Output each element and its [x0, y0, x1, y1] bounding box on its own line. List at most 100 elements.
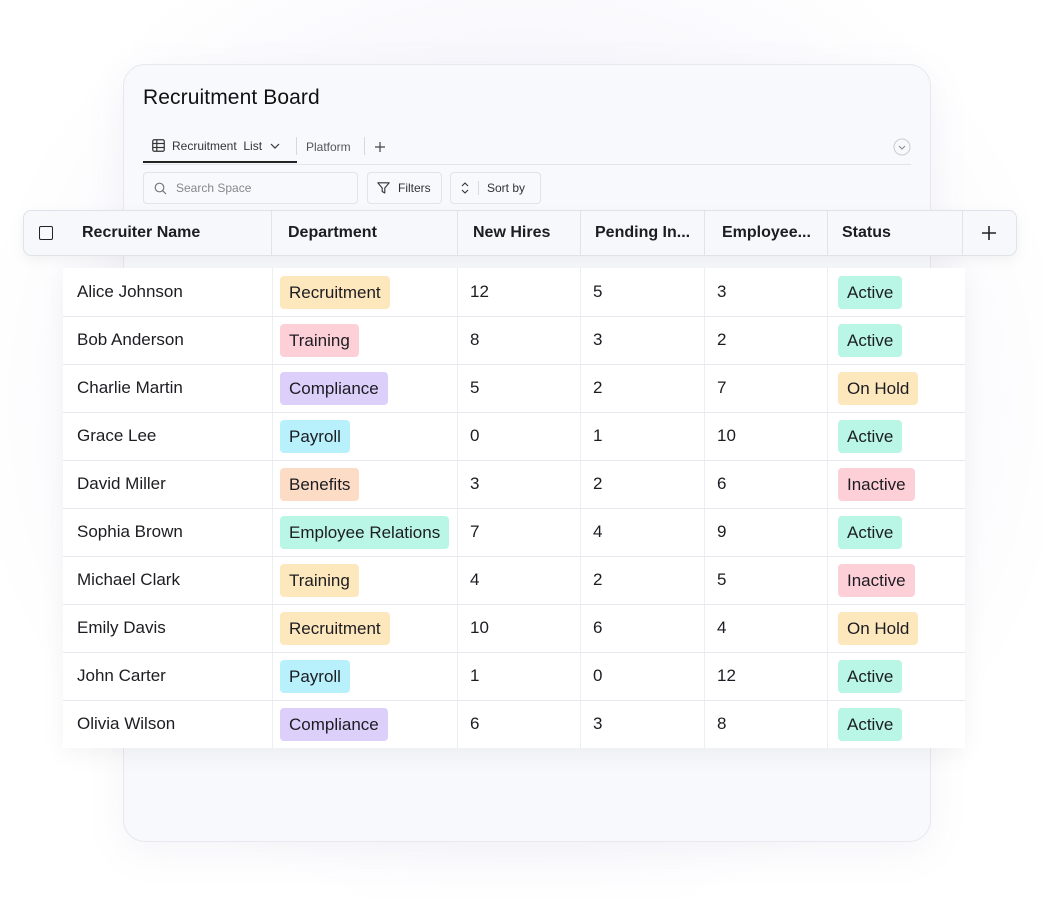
cell-new-hires[interactable]: 8: [470, 316, 479, 364]
add-tab-button[interactable]: [374, 130, 386, 163]
cell-employees[interactable]: 7: [717, 364, 726, 412]
cell-status[interactable]: Active: [838, 700, 903, 748]
sort-button[interactable]: Sort by: [450, 172, 541, 204]
cell-employees[interactable]: 8: [717, 700, 726, 748]
cell-department[interactable]: Recruitment: [280, 268, 390, 316]
collapse-button[interactable]: [893, 130, 911, 163]
cell-text: Alice Johnson: [77, 282, 183, 301]
cell-employees[interactable]: 6: [717, 460, 726, 508]
cell-employees[interactable]: 3: [717, 268, 726, 316]
cell-recruiter-name[interactable]: Sophia Brown: [77, 508, 183, 556]
add-column-button[interactable]: [981, 211, 997, 255]
tab-platform[interactable]: Platform: [306, 130, 351, 163]
cell-pending[interactable]: 4: [593, 508, 602, 556]
table-row[interactable]: Grace Lee Payroll 0 1 10 Active: [63, 412, 965, 461]
cell-employees[interactable]: 5: [717, 556, 726, 604]
cell-employees[interactable]: 10: [717, 412, 736, 460]
tab-recruitment-list[interactable]: Recruitment List: [143, 130, 297, 163]
cell-department[interactable]: Recruitment: [280, 604, 390, 652]
cell-status[interactable]: Active: [838, 652, 903, 700]
cell-department[interactable]: Employee Relations: [280, 508, 450, 556]
cell-recruiter-name[interactable]: John Carter: [77, 652, 166, 700]
cell-recruiter-name[interactable]: Charlie Martin: [77, 364, 183, 412]
select-all-checkbox[interactable]: [39, 211, 53, 255]
cell-status[interactable]: Active: [838, 508, 903, 556]
cell-pending[interactable]: 2: [593, 364, 602, 412]
cell-pending[interactable]: 5: [593, 268, 602, 316]
cell-status[interactable]: Active: [838, 412, 903, 460]
cell-text: 2: [593, 378, 603, 397]
cell-text: Emily Davis: [77, 618, 166, 637]
table-row[interactable]: David Miller Benefits 3 2 6 Inactive: [63, 460, 965, 509]
table-row[interactable]: Bob Anderson Training 8 3 2 Active: [63, 316, 965, 365]
cell-status[interactable]: Active: [838, 268, 903, 316]
cell-status[interactable]: Inactive: [838, 460, 915, 508]
cell-new-hires[interactable]: 5: [470, 364, 479, 412]
table-row[interactable]: Sophia Brown Employee Relations 7 4 9 Active: [63, 508, 965, 557]
cell-new-hires[interactable]: 0: [470, 412, 479, 460]
cell-recruiter-name[interactable]: Michael Clark: [77, 556, 180, 604]
search-input[interactable]: Search Space: [143, 172, 358, 204]
cell-new-hires[interactable]: 10: [470, 604, 489, 652]
chevron-down-icon[interactable]: [270, 143, 280, 149]
cell-new-hires[interactable]: 4: [470, 556, 479, 604]
cell-recruiter-name[interactable]: Emily Davis: [77, 604, 166, 652]
cell-pending[interactable]: 2: [593, 556, 602, 604]
column-header-status[interactable]: Status: [842, 224, 891, 241]
cell-pending[interactable]: 3: [593, 700, 602, 748]
cell-status[interactable]: On Hold: [838, 364, 919, 412]
cell-new-hires[interactable]: 12: [470, 268, 489, 316]
cell-text: 4: [717, 618, 727, 637]
column-header-department[interactable]: Department: [288, 224, 377, 241]
cell-text: 6: [470, 714, 480, 733]
cell-new-hires[interactable]: 6: [470, 700, 479, 748]
cell-recruiter-name[interactable]: David Miller: [77, 460, 166, 508]
table-row[interactable]: Olivia Wilson Compliance 6 3 8 Active: [63, 700, 965, 748]
cell-department[interactable]: Payroll: [280, 652, 350, 700]
cell-status[interactable]: On Hold: [838, 604, 919, 652]
cell-status[interactable]: Active: [838, 316, 903, 364]
cell-department[interactable]: Training: [280, 316, 359, 364]
status-badge: On Hold: [838, 371, 919, 405]
filters-button[interactable]: Filters: [367, 172, 442, 204]
cell-pending[interactable]: 0: [593, 652, 602, 700]
cell-employees[interactable]: 12: [717, 652, 736, 700]
column-header-new-hires[interactable]: New Hires: [473, 224, 551, 241]
cell-new-hires[interactable]: 7: [470, 508, 479, 556]
cell-department[interactable]: Payroll: [280, 412, 350, 460]
table-row[interactable]: Alice Johnson Recruitment 12 5 3 Active: [63, 268, 965, 317]
cell-recruiter-name[interactable]: Alice Johnson: [77, 268, 183, 316]
cell-text: 7: [470, 522, 480, 541]
cell-department[interactable]: Benefits: [280, 460, 360, 508]
table-row[interactable]: Emily Davis Recruitment 10 6 4 On Hold: [63, 604, 965, 653]
cell-employees[interactable]: 9: [717, 508, 726, 556]
cell-new-hires[interactable]: 1: [470, 652, 479, 700]
department-tag: Employee Relations: [280, 515, 450, 549]
cell-recruiter-name[interactable]: Olivia Wilson: [77, 700, 175, 748]
cell-text: 6: [593, 618, 603, 637]
cell-employees[interactable]: 4: [717, 604, 726, 652]
column-header-pending[interactable]: Pending In...: [595, 224, 691, 241]
column-header-employees[interactable]: Employee...: [722, 224, 811, 241]
cell-recruiter-name[interactable]: Grace Lee: [77, 412, 156, 460]
cell-pending[interactable]: 2: [593, 460, 602, 508]
cell-text: 2: [593, 570, 603, 589]
cell-pending[interactable]: 1: [593, 412, 602, 460]
department-tag: Training: [280, 323, 359, 357]
column-header-recruiter-name[interactable]: Recruiter Name: [82, 224, 201, 241]
department-tag: Benefits: [280, 467, 360, 501]
cell-employees[interactable]: 2: [717, 316, 726, 364]
cell-department[interactable]: Compliance: [280, 700, 388, 748]
table-row[interactable]: Michael Clark Training 4 2 5 Inactive: [63, 556, 965, 605]
cell-new-hires[interactable]: 3: [470, 460, 479, 508]
table-row[interactable]: John Carter Payroll 1 0 12 Active: [63, 652, 965, 701]
cell-pending[interactable]: 6: [593, 604, 602, 652]
cell-department[interactable]: Compliance: [280, 364, 388, 412]
search-placeholder: Search Space: [176, 181, 252, 195]
cell-pending[interactable]: 3: [593, 316, 602, 364]
cell-department[interactable]: Training: [280, 556, 359, 604]
cell-recruiter-name[interactable]: Bob Anderson: [77, 316, 184, 364]
cell-text: 4: [593, 522, 603, 541]
table-row[interactable]: Charlie Martin Compliance 5 2 7 On Hold: [63, 364, 965, 413]
cell-status[interactable]: Inactive: [838, 556, 915, 604]
